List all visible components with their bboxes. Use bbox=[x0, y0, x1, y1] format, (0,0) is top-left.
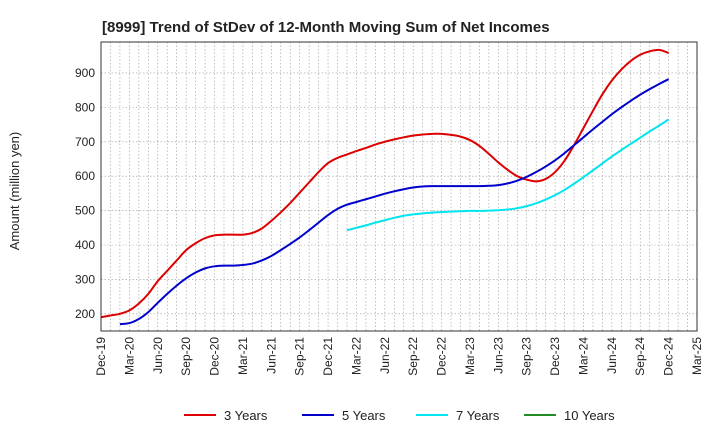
x-tick-label: Mar-25 bbox=[690, 337, 704, 375]
legend-label-10-years: 10 Years bbox=[564, 408, 615, 423]
y-tick-label: 600 bbox=[75, 169, 95, 183]
y-tick-label: 300 bbox=[75, 272, 95, 286]
x-tick-label: Mar-20 bbox=[122, 337, 136, 375]
x-tick-label: Jun-21 bbox=[264, 337, 278, 374]
legend-label-3-years: 3 Years bbox=[224, 408, 268, 423]
x-tick-label: Mar-21 bbox=[236, 337, 250, 375]
grid bbox=[101, 42, 697, 331]
x-tick-labels: Dec-19 Mar-20 Jun-20 Sep-20 Dec-20 Mar-21 Jun-… bbox=[94, 337, 704, 376]
x-tick-label: Sep-23 bbox=[520, 337, 534, 376]
y-axis-label: Amount (million yen) bbox=[7, 132, 22, 251]
legend: 3 Years 5 Years 7 Years 10 Years bbox=[184, 408, 615, 423]
legend-label-5-years: 5 Years bbox=[342, 408, 386, 423]
x-tick-label: Jun-23 bbox=[491, 337, 505, 374]
x-tick-label: Jun-20 bbox=[151, 337, 165, 374]
x-tick-label: Jun-22 bbox=[378, 337, 392, 374]
y-tick-label: 700 bbox=[75, 135, 95, 149]
x-tick-label: Mar-24 bbox=[576, 337, 590, 375]
legend-label-7-years: 7 Years bbox=[456, 408, 500, 423]
series-line-7-years bbox=[346, 118, 670, 232]
x-tick-label: Sep-24 bbox=[633, 337, 647, 376]
y-tick-label: 500 bbox=[75, 204, 95, 218]
plot-area bbox=[101, 42, 697, 331]
x-tick-label: Mar-23 bbox=[463, 337, 477, 375]
x-tick-label: Sep-20 bbox=[179, 337, 193, 376]
x-tick-label: Sep-21 bbox=[293, 337, 307, 376]
x-tick-label: Dec-19 bbox=[94, 337, 108, 376]
y-tick-labels: 200 300 400 500 600 700 800 900 bbox=[75, 66, 95, 321]
y-tick-label: 400 bbox=[75, 238, 95, 252]
x-tick-label: Sep-22 bbox=[406, 337, 420, 376]
x-tick-label: Jun-24 bbox=[605, 337, 619, 374]
y-tick-label: 200 bbox=[75, 307, 95, 321]
x-tick-label: Dec-21 bbox=[321, 337, 335, 376]
x-tick-label: Mar-22 bbox=[349, 337, 363, 375]
x-tick-label: Dec-24 bbox=[662, 337, 676, 376]
y-tick-label: 800 bbox=[75, 100, 95, 114]
x-tick-label: Dec-20 bbox=[208, 337, 222, 376]
y-tick-label: 900 bbox=[75, 66, 95, 80]
x-tick-label: Dec-22 bbox=[435, 337, 449, 376]
series-layer bbox=[100, 48, 670, 326]
series-line-5-years bbox=[119, 78, 670, 326]
x-tick-label: Dec-23 bbox=[548, 337, 562, 376]
chart-title: [8999] Trend of StDev of 12-Month Moving… bbox=[102, 19, 550, 36]
plot-border bbox=[100, 41, 698, 332]
